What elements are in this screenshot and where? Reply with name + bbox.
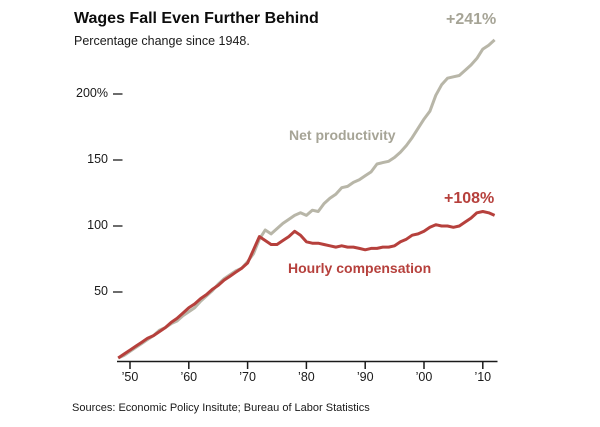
x-axis-tick-label: ’50 xyxy=(121,370,139,384)
compensation-series-label: Hourly compensation xyxy=(288,260,432,276)
page-subtitle: Percentage change since 1948. xyxy=(74,34,250,48)
x-axis-tick-label: ’60 xyxy=(180,370,198,384)
page-title: Wages Fall Even Further Behind xyxy=(74,10,319,27)
x-axis-tick-label: ’90 xyxy=(356,370,374,384)
productivity-series-label: Net productivity xyxy=(289,127,396,143)
x-axis-tick-label: ’10 xyxy=(474,370,492,384)
y-axis-tick-dashes xyxy=(113,93,123,293)
y-axis-tick-label: 50 xyxy=(94,284,108,298)
y-axis-tick-label: 200% xyxy=(76,86,108,100)
productivity-end-value-label: +241% xyxy=(446,11,497,28)
y-axis-tick-label: 100 xyxy=(87,218,108,232)
x-axis-ticks xyxy=(129,361,484,369)
sources-note: Sources: Economic Policy Insitute; Burea… xyxy=(72,402,370,414)
compensation-line xyxy=(117,210,496,360)
y-axis-tick-label: 150 xyxy=(87,152,108,166)
x-axis-tick-label: ’80 xyxy=(298,370,315,384)
compensation-end-value-label: +108% xyxy=(444,190,495,207)
productivity-line xyxy=(117,38,496,360)
x-axis-tick-label: ’00 xyxy=(415,370,433,384)
x-axis-tick-label: ’70 xyxy=(239,370,256,384)
